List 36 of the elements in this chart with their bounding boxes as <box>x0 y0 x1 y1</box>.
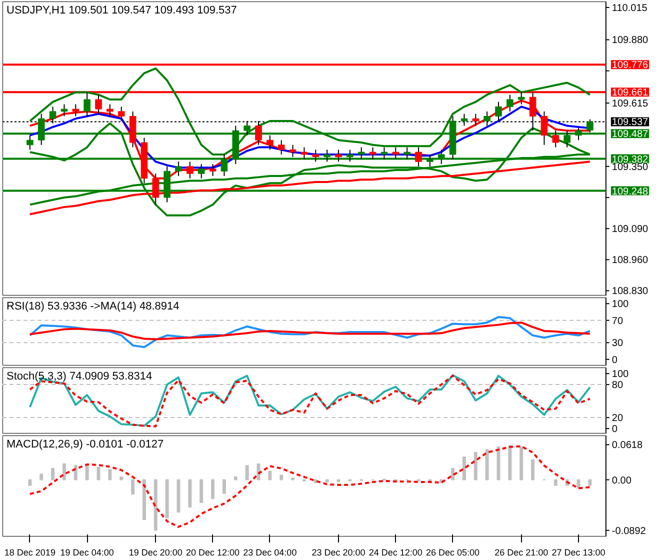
y-tick-label: 0 <box>612 424 618 436</box>
y-tick-label: 70 <box>612 316 624 327</box>
chart-title: Stoch(5,3,3) 74.0909 53.8314 <box>6 370 152 382</box>
y-tick-label: 0.00 <box>612 475 632 486</box>
y-tick-label: 100 <box>612 369 630 380</box>
x-tick-label: 23 Dec 04:00 <box>243 548 297 558</box>
ref-line-label: 109.537 <box>612 117 649 128</box>
ref-line-label: 109.661 <box>612 88 649 99</box>
y-tick-label: -0.0892 <box>612 526 646 537</box>
chart-title: MACD(12,26,9) -0.0101 -0.0127 <box>6 438 164 450</box>
x-tick-label: 19 Dec 20:00 <box>128 548 182 558</box>
y-tick-label: 30 <box>612 338 624 350</box>
x-tick-label: 26 Dec 21:00 <box>494 548 548 558</box>
y-tick-label: 0 <box>612 354 618 366</box>
y-tick-label: 80 <box>612 380 624 392</box>
y-tick-label: 100 <box>612 299 630 310</box>
y-tick-label: 109.880 <box>612 35 649 46</box>
x-tick-label: 24 Dec 12:00 <box>368 548 422 558</box>
x-tick-label: 19 Dec 04:00 <box>60 548 114 558</box>
x-tick-label: 20 Dec 12:00 <box>186 548 240 558</box>
chart-title: RSI(18) 53.9336 ->MA(14) 48.8914 <box>6 300 180 312</box>
x-tick-label: 23 Dec 20:00 <box>312 548 366 558</box>
y-tick-label: 109.090 <box>612 224 649 236</box>
y-tick-label: 108.960 <box>612 255 649 266</box>
y-tick-label: 109.615 <box>612 98 649 110</box>
y-tick-label: 0.0618 <box>612 440 643 452</box>
x-tick-label: 26 Dec 05:00 <box>426 548 480 558</box>
ref-line-label: 109.248 <box>612 186 649 198</box>
y-tick-label: 20 <box>612 413 624 424</box>
y-tick-label: 110.015 <box>612 2 648 14</box>
chart-title: USDJPY,H1 109.501 109.547 109.493 109.537 <box>6 4 237 16</box>
x-tick-label: 27 Dec 13:00 <box>552 548 606 558</box>
y-tick-label: 108.830 <box>612 286 649 298</box>
x-tick-label: 18 Dec 2019 <box>4 548 56 558</box>
ref-line-label: 109.487 <box>612 129 649 140</box>
ref-line-label: 109.776 <box>612 60 649 72</box>
